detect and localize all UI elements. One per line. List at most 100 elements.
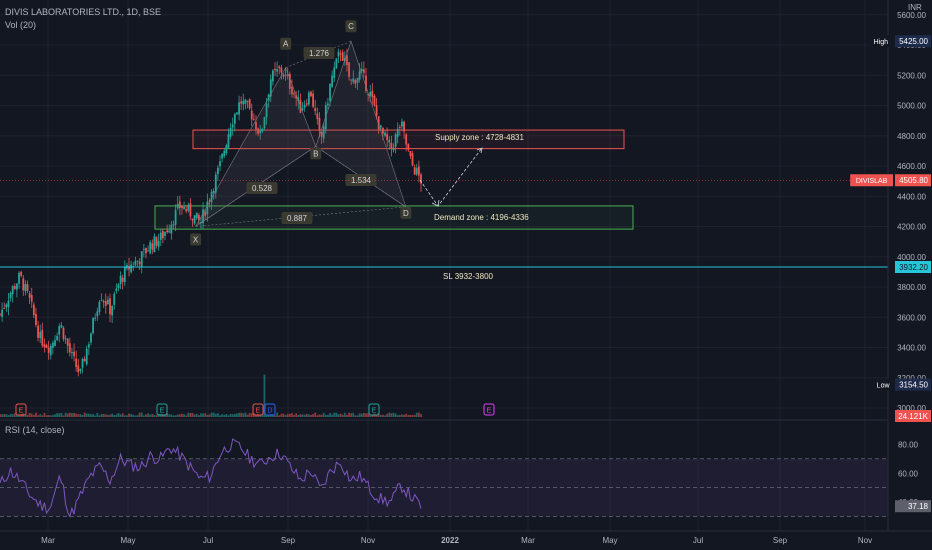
volume-bar <box>303 414 306 417</box>
volume-bar <box>43 412 46 417</box>
candle-body <box>151 243 154 250</box>
candle-body <box>257 128 260 134</box>
candle-body <box>83 358 86 362</box>
candle-body <box>75 358 78 368</box>
candle-body <box>157 240 160 247</box>
volume-bar <box>278 415 281 417</box>
candle-body <box>90 333 92 343</box>
demand-zone[interactable] <box>154 205 634 230</box>
volume-bar <box>335 412 338 417</box>
candle-body <box>327 103 329 106</box>
candle-body <box>293 93 295 95</box>
candle-body <box>41 330 44 346</box>
volume-bar <box>200 413 202 417</box>
volume-bar <box>223 414 226 417</box>
rsi-pane[interactable] <box>0 438 888 518</box>
candle-body <box>208 200 211 202</box>
candle-body <box>305 103 308 105</box>
volume-bar <box>299 414 302 417</box>
volume-bar <box>274 415 276 417</box>
candle-body <box>274 68 276 71</box>
candle-body <box>5 304 8 308</box>
volume-bars <box>0 374 422 417</box>
last-price-tag-bg <box>895 174 931 187</box>
candle-body <box>115 288 118 291</box>
time-tick-label: Mar <box>521 536 535 545</box>
volume-bar <box>248 413 251 417</box>
volume-bar <box>117 413 120 417</box>
earnings-marker: E <box>160 408 165 415</box>
candle-body <box>130 264 133 273</box>
volume-bar <box>1 414 4 417</box>
volume-bar <box>47 415 50 417</box>
candle-body <box>3 307 6 309</box>
candle-body <box>166 230 169 233</box>
candle-body <box>280 67 283 73</box>
candle-body <box>117 284 120 289</box>
volume-bar <box>348 412 350 417</box>
candle-body <box>238 102 240 115</box>
candle-body <box>335 58 338 69</box>
candle-body <box>16 283 18 290</box>
volume-bar <box>386 413 389 417</box>
volume-bar <box>329 413 331 417</box>
candle-body <box>403 121 405 132</box>
candle-body <box>170 224 173 234</box>
candle-body <box>384 132 386 136</box>
volume-bar <box>219 415 221 417</box>
candle-body <box>43 344 46 348</box>
earnings-marker-frame <box>368 403 380 416</box>
candle-body <box>128 266 130 270</box>
volume-bar <box>206 414 209 417</box>
candle-body <box>104 300 107 306</box>
volume-bar <box>333 412 336 417</box>
candle-body <box>322 126 325 139</box>
time-tick-label: May <box>602 536 617 545</box>
candle-body <box>140 251 143 267</box>
candle-body <box>365 75 367 92</box>
volume-bar <box>415 412 418 417</box>
volume-bar <box>233 413 236 417</box>
candle-body <box>183 206 185 209</box>
volume-bar <box>356 415 359 417</box>
candle-body <box>411 153 414 166</box>
candle-body <box>94 317 97 319</box>
volume-bar <box>98 415 101 417</box>
candle-body <box>371 90 374 98</box>
time-axis[interactable]: Mar May Jul Sep Nov 2022 Mar May Jul Sep Nov <box>41 536 872 545</box>
candle-body <box>318 117 321 131</box>
volume-bar <box>83 412 86 417</box>
candle-body <box>195 212 198 219</box>
volume-bar <box>79 414 82 417</box>
candle-body <box>37 325 39 338</box>
low-value-tag-bg <box>895 378 931 391</box>
volume-bar <box>339 413 342 417</box>
candle-body <box>54 340 56 346</box>
volume-bar <box>174 415 177 417</box>
candle-body <box>73 351 75 357</box>
candle-body <box>164 232 166 236</box>
volume-bar <box>24 414 27 417</box>
ratio-xb-label: 1.276 <box>309 49 330 58</box>
volume-bar <box>115 414 118 417</box>
candle-body <box>172 224 175 226</box>
candle-body <box>278 66 281 69</box>
harmonic-pattern[interactable]: X A B C D 1.276 0.528 1.534 0.887 <box>190 20 412 246</box>
volume-bar <box>183 414 185 417</box>
candle-body <box>134 260 137 266</box>
volume-bar <box>310 414 312 417</box>
volume-bar <box>297 414 300 417</box>
volume-bar <box>28 412 31 417</box>
volume-bar <box>369 414 372 417</box>
price-axis[interactable]: 5600.005400.005200.005000.004800.004600.… <box>897 11 926 413</box>
candle-body <box>392 147 395 151</box>
volume-bar <box>123 415 126 417</box>
candle-body <box>11 286 14 295</box>
volume-bar <box>109 414 111 417</box>
candle-body <box>337 51 340 57</box>
candle-body <box>77 365 80 373</box>
low-value-tag-prefix: Low <box>877 383 891 390</box>
stop-loss-tag: 3932.20 <box>899 263 928 272</box>
